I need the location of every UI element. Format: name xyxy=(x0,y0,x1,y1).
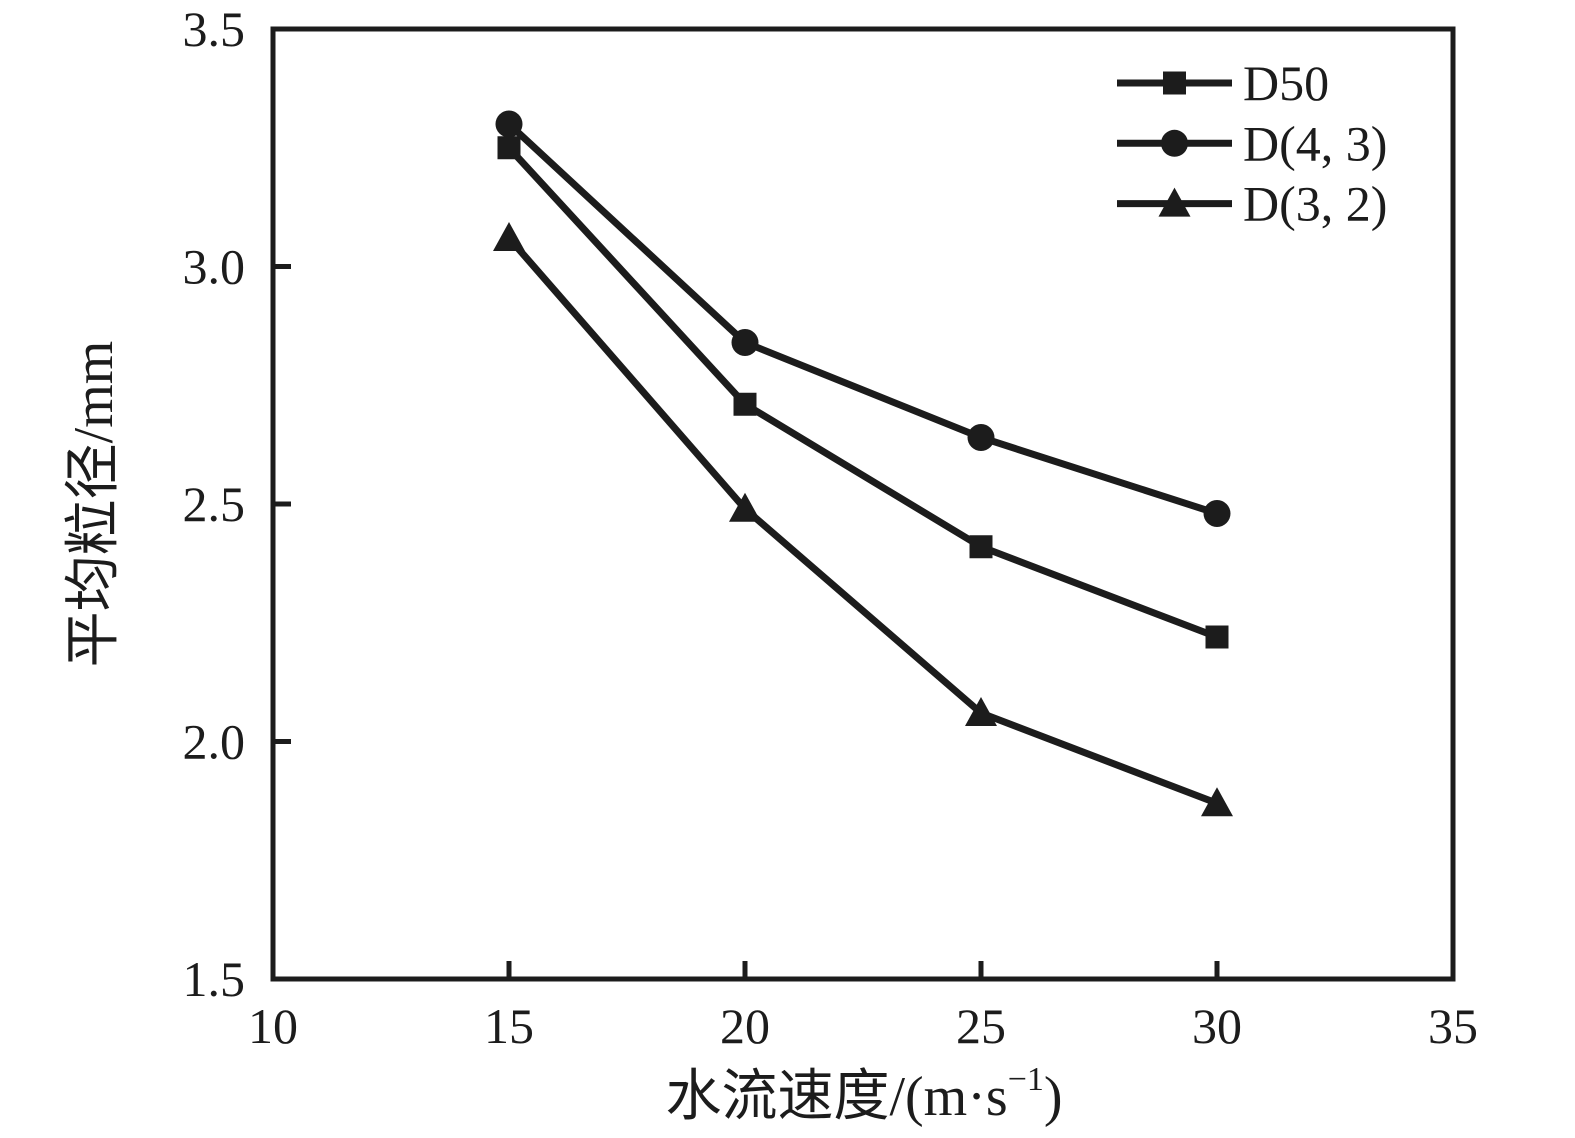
legend-item: D(3, 2) xyxy=(1117,176,1387,232)
data-point-triangle xyxy=(965,697,997,726)
legend-label: D(4, 3) xyxy=(1243,115,1387,171)
series-line-circle xyxy=(506,121,1219,517)
y-axis-title: 平均粒径/mm xyxy=(63,341,125,668)
data-point-triangle xyxy=(729,492,761,522)
data-point-triangle xyxy=(493,222,525,251)
data-point-square xyxy=(969,535,993,559)
legend-item: D(4, 3) xyxy=(1117,115,1387,171)
x-tick-label: 35 xyxy=(1428,998,1478,1054)
data-point-square xyxy=(1205,625,1229,649)
x-axis-title: 水流速度/(m·s−1) xyxy=(665,1061,1062,1128)
series-line-triangle xyxy=(506,235,1219,807)
x-tick-label: 10 xyxy=(248,998,298,1054)
tick-labels: 10 15 20 25 30 35 1.5 2.0 2.5 3.0 3.5 xyxy=(183,1,1479,1054)
x-tick-label: 30 xyxy=(1192,998,1242,1054)
x-tick-label: 25 xyxy=(956,998,1006,1054)
x-axis-title-close: ) xyxy=(1044,1066,1063,1128)
data-point-triangle xyxy=(1201,787,1233,817)
data-point-circle xyxy=(495,110,523,138)
data-point-circle xyxy=(1203,500,1231,527)
x-axis-title-main: 水流速度/(m·s xyxy=(665,1066,1007,1128)
y-tick-label: 3.5 xyxy=(183,1,246,57)
series-D(4, 3) xyxy=(495,110,1231,527)
axis-ticks xyxy=(270,26,1456,982)
series-D50 xyxy=(497,136,1229,649)
x-axis-title-superscript: −1 xyxy=(1008,1061,1044,1098)
data-series xyxy=(493,110,1233,817)
x-tick-label: 20 xyxy=(720,998,770,1054)
legend-marker-triangle xyxy=(1158,187,1191,217)
data-point-square xyxy=(497,136,521,160)
legend-label: D50 xyxy=(1243,55,1329,111)
plot-frame xyxy=(270,26,1456,982)
legend-marker-circle xyxy=(1161,129,1188,157)
y-tick-label: 3.0 xyxy=(183,239,246,295)
x-tick-label: 15 xyxy=(484,998,534,1054)
data-point-circle xyxy=(967,424,995,451)
y-tick-label: 2.0 xyxy=(183,714,246,770)
legend-label: D(3, 2) xyxy=(1243,176,1387,232)
y-tick-label: 2.5 xyxy=(183,476,246,532)
y-tick-label: 1.5 xyxy=(183,951,246,1007)
data-point-square xyxy=(733,392,757,416)
series-D(3, 2) xyxy=(493,222,1233,817)
data-point-circle xyxy=(731,329,759,356)
legend-marker-square xyxy=(1163,71,1186,95)
legend-item: D50 xyxy=(1117,55,1329,111)
series-line-square xyxy=(506,145,1219,641)
